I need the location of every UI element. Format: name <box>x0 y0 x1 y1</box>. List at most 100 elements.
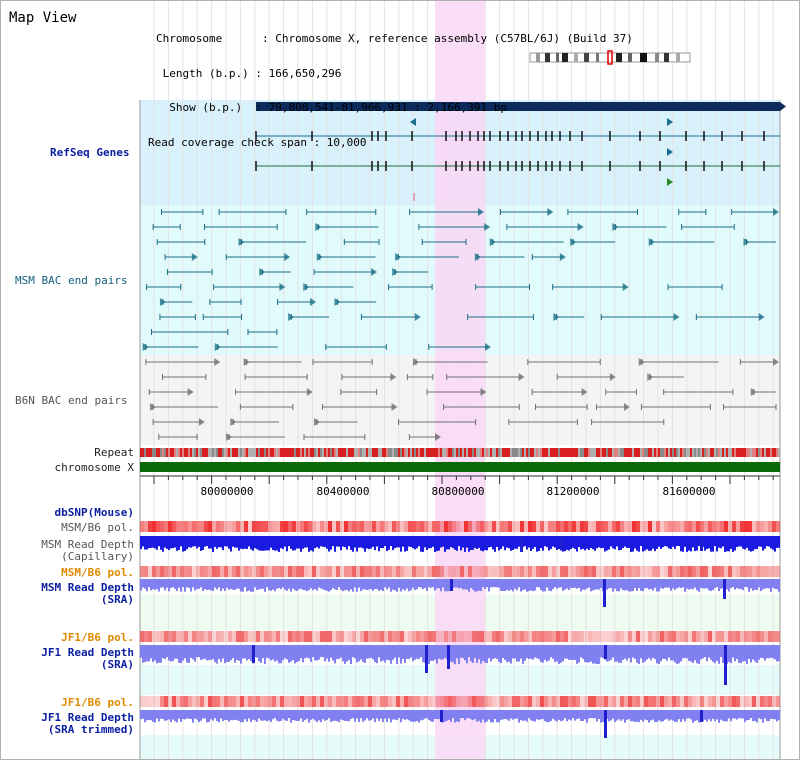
polymorphism-cell <box>240 696 244 707</box>
read-depth-bar <box>724 710 726 722</box>
repeat-segment <box>578 448 580 457</box>
read-depth-bar <box>634 710 636 722</box>
bac-pair-arrow <box>390 373 397 381</box>
read-depth-bar <box>240 710 242 723</box>
track-label-chromosome[interactable]: chromosome X <box>54 461 134 474</box>
read-depth-bar <box>580 536 582 550</box>
polymorphism-cell <box>644 521 648 532</box>
track-label-msm-read-depth-capillary[interactable]: MSM Read Depth <box>41 538 134 551</box>
read-depth-bar <box>620 645 622 663</box>
read-depth-bar <box>440 645 442 660</box>
read-depth-bar <box>628 579 630 592</box>
polymorphism-cell <box>376 696 380 707</box>
read-depth-bar <box>706 536 708 550</box>
polymorphism-cell <box>352 566 356 577</box>
track-label-jf1-read-depth-trimmed[interactable]: JF1 Read Depth <box>41 711 134 724</box>
read-depth-bar <box>596 579 598 590</box>
bac-pair-arrow <box>623 403 630 411</box>
polymorphism-cell <box>180 696 184 707</box>
track-label-msm-bac-end-pairs[interactable]: MSM BAC end pairs <box>15 274 128 287</box>
read-depth-bar <box>150 579 152 591</box>
repeat-segment <box>334 448 336 457</box>
read-depth-bar <box>444 579 446 592</box>
repeat-segment <box>402 448 404 457</box>
read-depth-bar <box>592 645 594 664</box>
read-depth-bar <box>564 645 566 659</box>
track-label-b6n-bac-end-pairs[interactable]: B6N BAC end pairs <box>15 394 128 407</box>
read-depth-bar <box>182 710 184 719</box>
polymorphism-cell <box>356 521 360 532</box>
read-depth-bar <box>466 710 468 719</box>
polymorphism-cell <box>288 631 292 642</box>
polymorphism-cell <box>276 696 280 707</box>
polymorphism-cell <box>544 696 548 707</box>
read-depth-bar <box>584 645 586 662</box>
read-depth-bar <box>180 710 182 722</box>
repeat-segment <box>364 448 366 457</box>
read-depth-bar <box>352 536 354 552</box>
repeat-segment <box>754 448 756 457</box>
read-depth-bar <box>600 645 602 658</box>
read-depth-bar <box>266 710 268 722</box>
read-depth-bar <box>280 536 282 549</box>
polymorphism-cell <box>692 521 696 532</box>
polymorphism-cell <box>552 566 556 577</box>
read-depth-bar <box>574 536 576 549</box>
read-depth-bar <box>370 579 372 590</box>
track-label-refseq-genes[interactable]: RefSeq Genes <box>50 146 130 159</box>
read-depth-bar <box>312 710 314 719</box>
polymorphism-cell <box>528 631 532 642</box>
read-depth-bar <box>432 645 434 661</box>
read-depth-bar <box>396 710 398 721</box>
read-depth-bar <box>430 536 432 549</box>
repeat-segment <box>696 448 698 457</box>
read-depth-bar <box>502 536 504 547</box>
read-depth-bar <box>706 645 708 662</box>
read-depth-spike <box>520 536 523 552</box>
polymorphism-cell <box>504 631 508 642</box>
read-depth-bar <box>594 536 596 551</box>
read-depth-bar <box>406 645 408 659</box>
read-depth-bar <box>646 645 648 660</box>
track-label-jf1-b6-pol-2[interactable]: JF1/B6 pol. <box>61 696 134 709</box>
track-label-msm-b6-pol-2[interactable]: MSM/B6 pol. <box>61 566 134 579</box>
read-depth-bar <box>314 579 316 589</box>
bac-pair-arrow <box>773 358 779 366</box>
track-label-msm-read-depth-sra[interactable]: MSM Read Depth <box>41 581 134 594</box>
read-depth-bar <box>190 579 192 592</box>
polymorphism-cell <box>612 696 616 707</box>
polymorphism-cell <box>388 521 392 532</box>
polymorphism-cell <box>208 631 212 642</box>
read-depth-bar <box>646 536 648 550</box>
track-label-jf1-read-depth-sra[interactable]: JF1 Read Depth <box>41 646 134 659</box>
read-depth-bar <box>228 579 230 590</box>
bac-pair-arrow <box>395 253 402 261</box>
track-label-jf1-b6-pol[interactable]: JF1/B6 pol. <box>61 631 134 644</box>
read-depth-bar <box>172 579 174 588</box>
read-depth-bar <box>740 579 742 589</box>
polymorphism-cell <box>684 696 688 707</box>
read-depth-bar <box>326 579 328 591</box>
bac-pair-arrow <box>648 238 655 246</box>
polymorphism-cell <box>300 696 304 707</box>
polymorphism-cell <box>552 696 556 707</box>
read-depth-bar <box>778 579 780 592</box>
read-depth-bar <box>754 645 756 662</box>
read-depth-bar <box>776 536 778 548</box>
track-label-repeat[interactable]: Repeat <box>94 446 134 459</box>
read-depth-bar <box>694 536 696 552</box>
bac-pair-arrow <box>313 418 320 426</box>
read-depth-bar <box>746 579 748 588</box>
repeat-segment <box>340 448 342 457</box>
polymorphism-cell <box>528 521 532 532</box>
polymorphism-cell <box>488 566 492 577</box>
read-depth-bar <box>576 710 578 720</box>
track-label-msm-b6-pol[interactable]: MSM/B6 pol. <box>61 521 134 534</box>
read-depth-bar <box>696 645 698 664</box>
polymorphism-cell <box>536 521 540 532</box>
repeat-segment <box>198 448 200 457</box>
polymorphism-cell <box>192 631 196 642</box>
read-depth-bar <box>304 536 306 548</box>
track-label-dbsnp[interactable]: dbSNP(Mouse) <box>54 506 134 519</box>
